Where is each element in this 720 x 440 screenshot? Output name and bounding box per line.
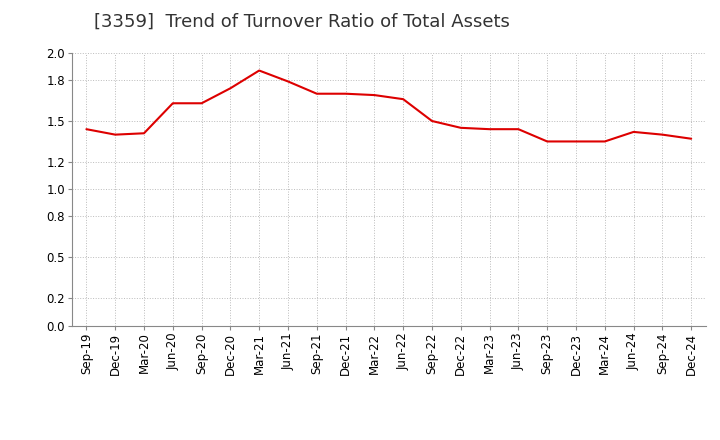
Text: [3359]  Trend of Turnover Ratio of Total Assets: [3359] Trend of Turnover Ratio of Total … <box>94 13 510 31</box>
